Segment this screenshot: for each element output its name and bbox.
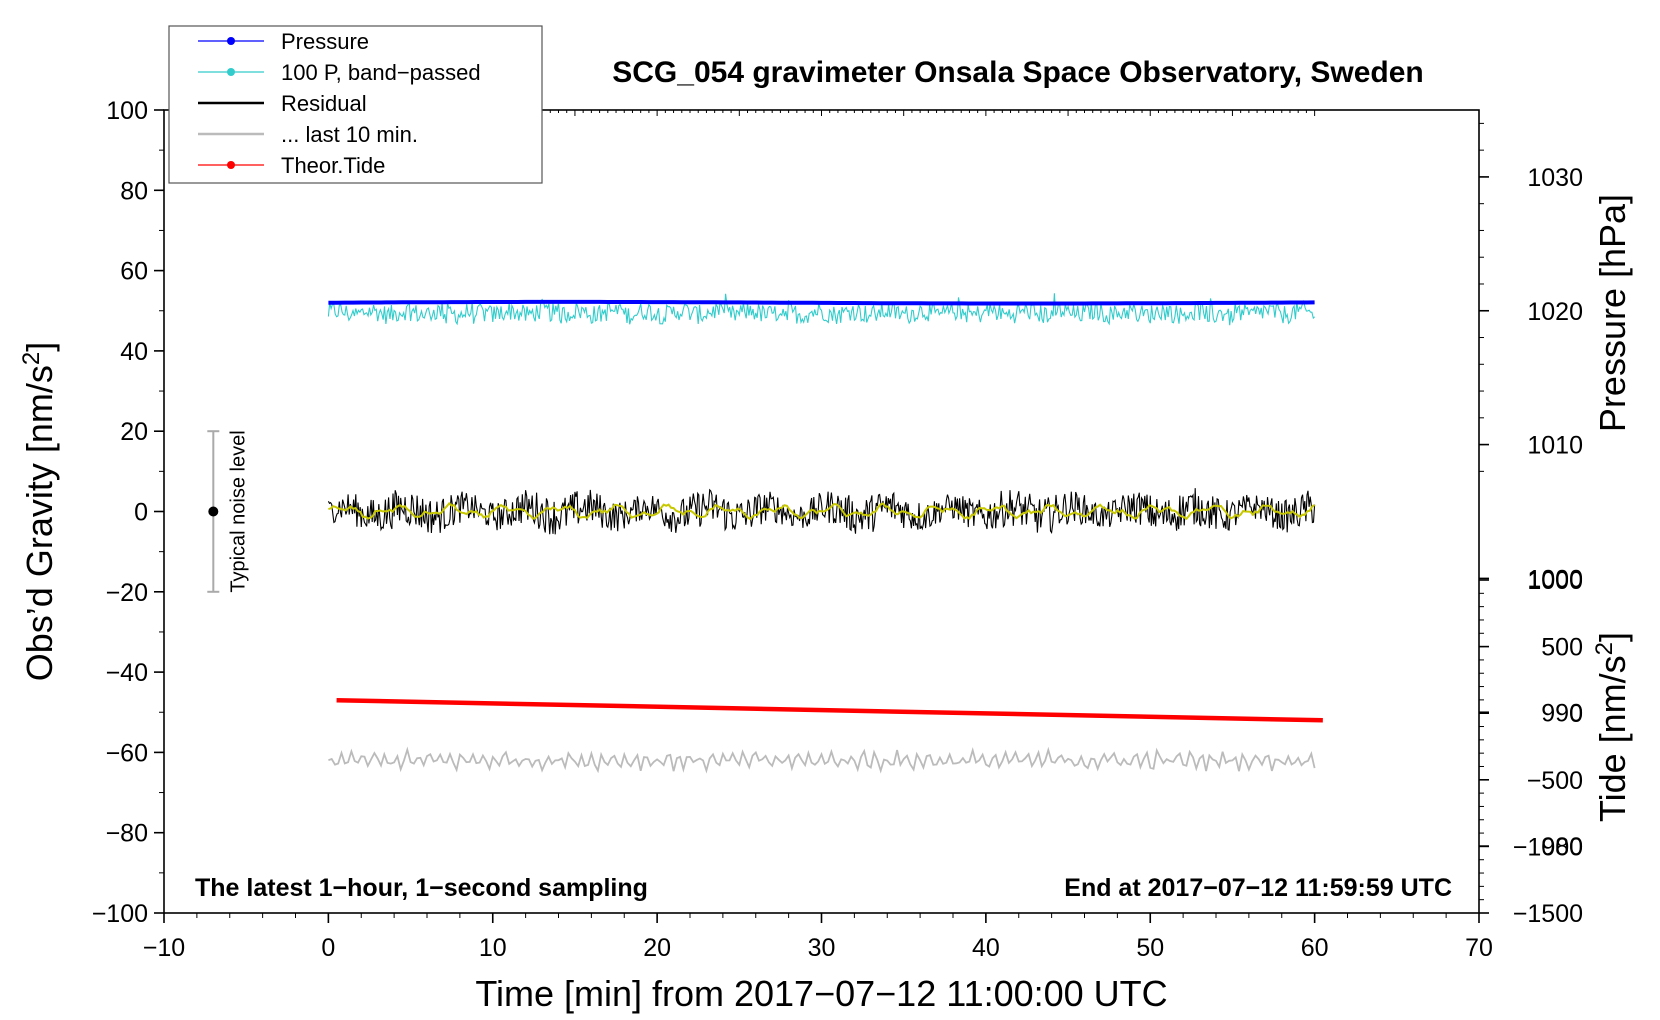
tide-axis-label-main: Tide [nm/s	[1592, 655, 1633, 822]
x-tick-label: 30	[808, 934, 836, 962]
y-tick-label: 100	[106, 97, 148, 125]
tide-axis-label-end: ]	[1592, 632, 1633, 642]
pressure-tick-label: 1030	[1527, 164, 1583, 192]
x-tick-label: 40	[972, 934, 1000, 962]
x-axis-label: Time [min] from 2017−07−12 11:00:00 UTC	[475, 973, 1167, 1014]
tide-axis-label-superscript: 2	[1591, 642, 1618, 655]
x-tick-label: 70	[1465, 934, 1493, 962]
y-tick-label: 80	[120, 177, 148, 205]
tide-tick-label: −1000	[1513, 833, 1583, 861]
end-time-note: End at 2017−07−12 11:59:59 UTC	[1064, 874, 1452, 902]
pressure-tick-label: 990	[1541, 699, 1583, 727]
last-10-min-line	[328, 746, 1316, 774]
legend-label: Residual	[281, 91, 367, 116]
tide-axis-label: Tide [nm/s2]	[1591, 632, 1634, 822]
y-tick-label: −20	[106, 579, 148, 607]
tide-tick-label: 500	[1541, 634, 1583, 662]
y-tick-label: −100	[92, 900, 148, 928]
legend: Pressure 100 P, band−passed Residual ... la…	[168, 25, 543, 184]
x-tick-label: 50	[1136, 934, 1164, 962]
theoretical-tide-line	[336, 697, 1323, 723]
sampling-note: The latest 1−hour, 1−second sampling	[195, 874, 648, 902]
y-axis-label-end: ]	[19, 342, 60, 352]
chart-title: SCG_054 gravimeter Onsala Space Observat…	[612, 56, 1424, 89]
legend-label: Theor.Tide	[281, 153, 385, 178]
x-tick-label: 60	[1301, 934, 1329, 962]
bandpassed-pressure-line	[327, 293, 1315, 326]
y-tick-label: −60	[106, 739, 148, 767]
y-tick-label: 40	[120, 338, 148, 366]
y-tick-label: 0	[134, 499, 148, 527]
y-tick-label: −40	[106, 659, 148, 687]
pressure-line	[328, 299, 1315, 306]
x-tick-label: 0	[321, 934, 335, 962]
legend-box	[168, 25, 543, 184]
tide-tick-label: 0	[1569, 700, 1583, 728]
pressure-axis-label: Pressure [hPa]	[1592, 194, 1633, 432]
legend-label: Pressure	[281, 29, 369, 54]
x-tick-label: 10	[479, 934, 507, 962]
residual-line	[327, 488, 1316, 535]
x-tick-label: −10	[143, 934, 185, 962]
y-tick-label: 60	[120, 258, 148, 286]
legend-label: ... last 10 min.	[281, 122, 418, 147]
tide-tick-label: −500	[1527, 767, 1583, 795]
legend-swatch-marker	[227, 161, 235, 169]
legend-swatch-marker	[227, 68, 235, 76]
noise-center-dot	[208, 506, 219, 517]
tide-tick-label: −1500	[1513, 900, 1583, 928]
tide-tick-label: 1000	[1527, 567, 1583, 595]
pressure-tick-label: 1010	[1527, 432, 1583, 460]
y-tick-label: −80	[106, 820, 148, 848]
y-axis-label-superscript: 2	[18, 352, 45, 365]
residual-smoothed-line	[328, 501, 1316, 521]
noise-level-label: Typical noise level	[227, 430, 249, 592]
y-axis-label-main: Obs’d Gravity [nm/s	[19, 365, 60, 681]
axes: −10 0 10 20 30 40 50 60 70−100−80−60−40−20020406…	[92, 97, 1583, 962]
pressure-tick-label: 1020	[1527, 298, 1583, 326]
legend-swatch-marker	[227, 37, 235, 45]
pressure-tick-label: 1000	[1527, 565, 1583, 593]
legend-label: 100 P, band−passed	[281, 60, 481, 85]
x-tick-label: 20	[643, 934, 671, 962]
y-axis-label-left: Obs’d Gravity [nm/s2]	[18, 342, 61, 681]
pressure-tick-label: 980	[1541, 833, 1583, 861]
plot-area	[207, 293, 1323, 774]
y-tick-label: 20	[120, 418, 148, 446]
